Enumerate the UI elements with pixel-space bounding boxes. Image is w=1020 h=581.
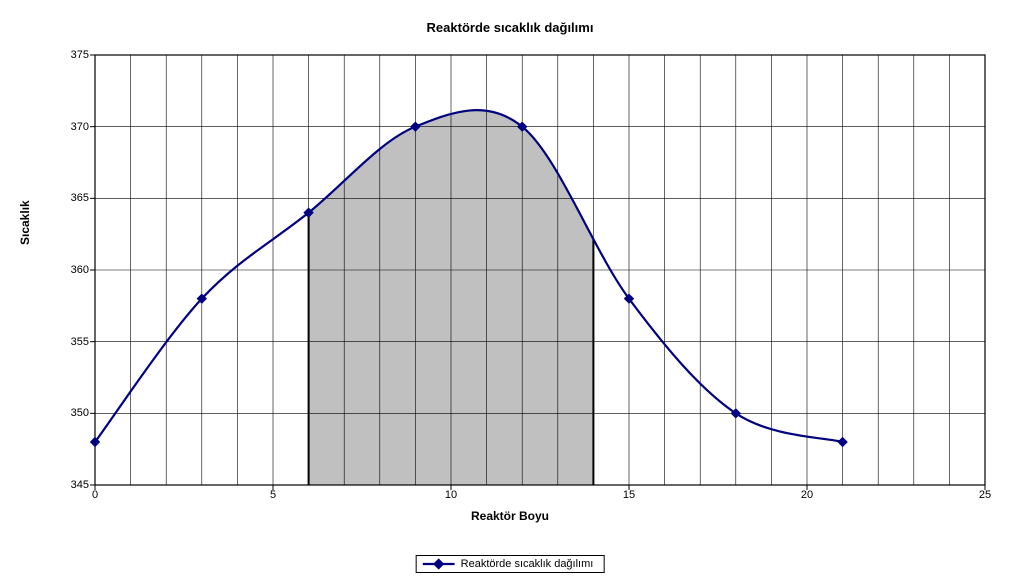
x-tick-label: 25 bbox=[970, 489, 1000, 501]
y-axis-label: Sıcaklık bbox=[18, 200, 32, 245]
legend-label: Reaktörde sıcaklık dağılımı bbox=[461, 558, 594, 570]
y-tick-label: 365 bbox=[49, 192, 89, 204]
y-tick-label: 350 bbox=[49, 407, 89, 419]
x-tick-label: 10 bbox=[436, 489, 466, 501]
chart-title: Reaktörde sıcaklık dağılımı bbox=[0, 20, 1020, 35]
x-tick-label: 5 bbox=[258, 489, 288, 501]
plot-area: 3453503553603653703750510152025 bbox=[95, 55, 985, 485]
legend-swatch bbox=[423, 558, 455, 570]
chart-container: Reaktörde sıcaklık dağılımı Sıcaklık 345… bbox=[0, 0, 1020, 581]
x-tick-label: 20 bbox=[792, 489, 822, 501]
legend: Reaktörde sıcaklık dağılımı bbox=[416, 555, 605, 573]
y-tick-label: 360 bbox=[49, 264, 89, 276]
y-tick-label: 375 bbox=[49, 49, 89, 61]
chart-svg bbox=[95, 55, 985, 485]
x-tick-label: 15 bbox=[614, 489, 644, 501]
y-tick-label: 370 bbox=[49, 121, 89, 133]
y-tick-label: 355 bbox=[49, 336, 89, 348]
legend-line-icon bbox=[423, 558, 455, 570]
data-marker bbox=[838, 438, 847, 447]
x-axis-label: Reaktör Boyu bbox=[0, 509, 1020, 523]
x-tick-label: 0 bbox=[80, 489, 110, 501]
